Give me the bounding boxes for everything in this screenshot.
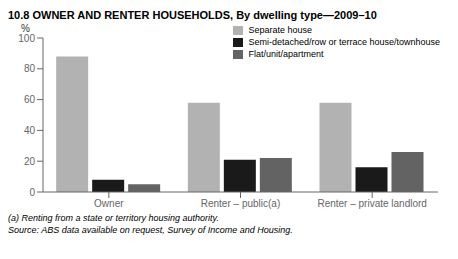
html-text:10.8 OWNER AND RENTER HOUSEHOL: 10.8 OWNER AND RENTER HOUSEHOLDS, By dwe… [8,9,377,21]
svg-text:80: 80 [24,63,36,74]
svg-text:Owner: Owner [94,198,124,209]
html-text:Flat/unit/apartment: Flat/unit/apartment [248,49,324,59]
html-text:Separate house: Separate house [248,25,312,35]
html-text:(a) Renting from a state or te: (a) Renting from a state or territory ho… [8,213,219,223]
svg-text:Renter – private landlord: Renter – private landlord [317,198,427,209]
svg-text:60: 60 [24,94,36,105]
svg-text:40: 40 [24,125,36,136]
svg-text:%: % [21,23,30,34]
html-text:Source: ABS data available on: Source: ABS data available on request, S… [8,225,293,235]
html-text:Semi-detached/row or terrace h: Semi-detached/row or terrace house/townh… [248,37,440,47]
svg-text:20: 20 [24,156,36,167]
svg-text:100: 100 [18,33,35,44]
svg-text:Renter – public(a): Renter – public(a) [201,198,280,209]
svg-text:0: 0 [29,187,35,198]
